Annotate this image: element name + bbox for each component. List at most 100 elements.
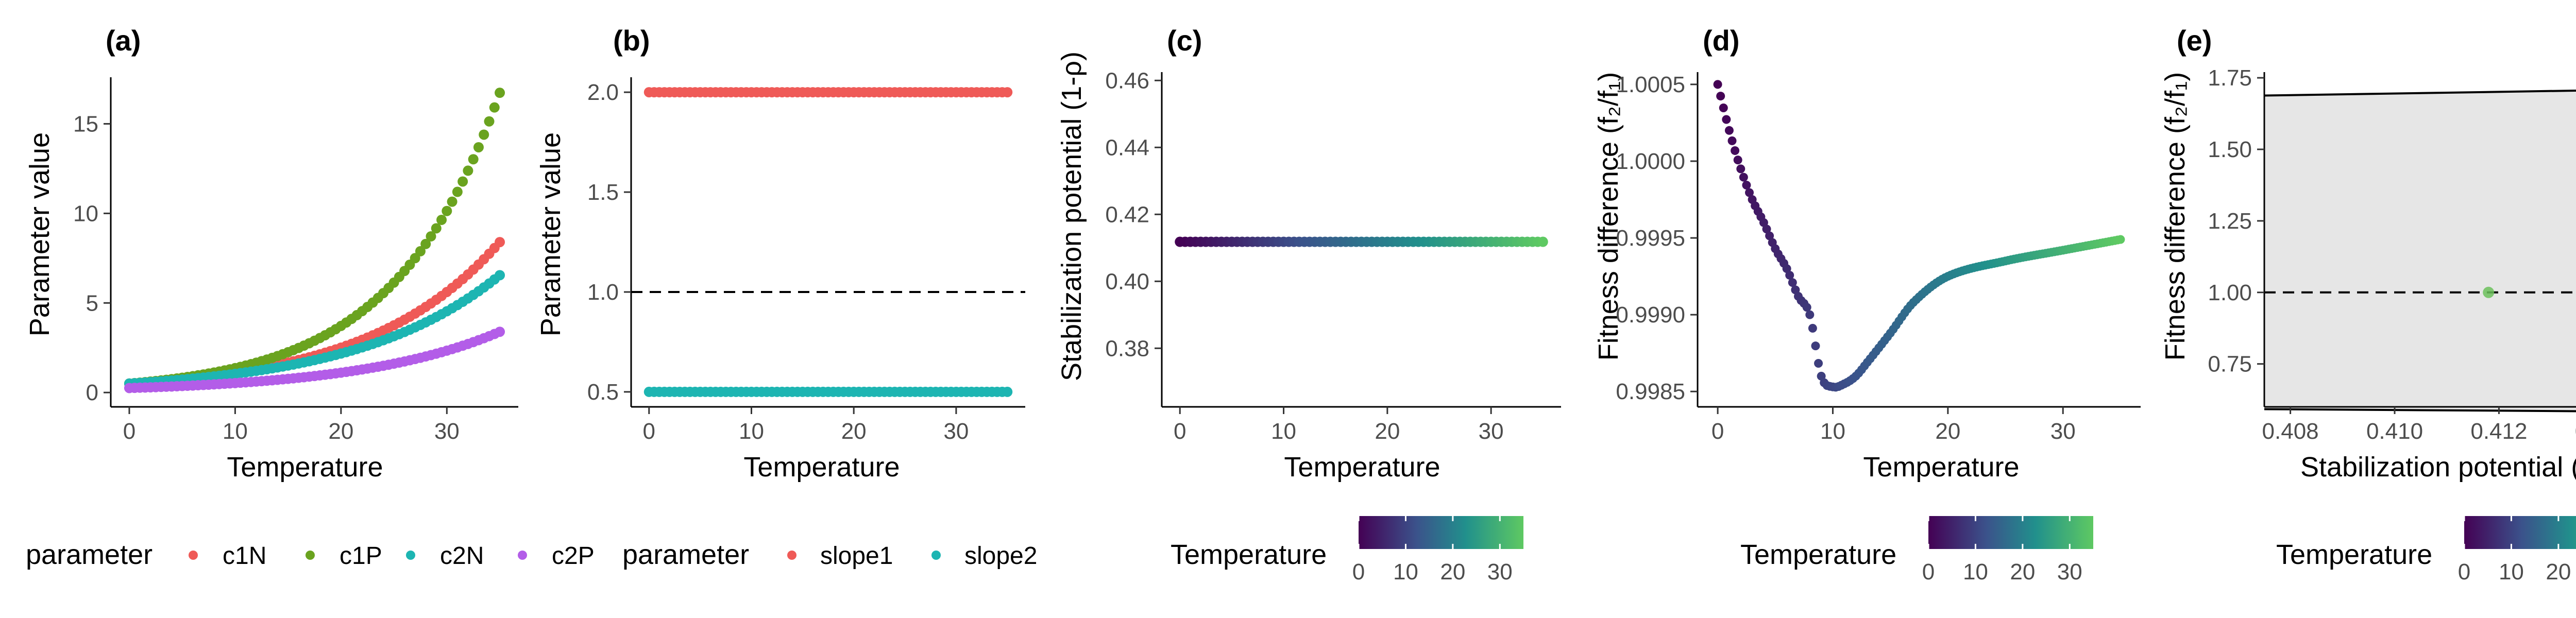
panel-d-point (1714, 80, 1722, 89)
panel-b-chart: 0 10 20 30 0.5 1.0 1.5 2.0 (587, 77, 1025, 444)
panel-d-point (1725, 126, 1734, 135)
panel-d-point (1808, 324, 1817, 333)
panel-d-xlabel: Temperature (1863, 452, 2019, 483)
panel-e-xlabel: Stabilization potential (1-ρ) (2300, 452, 2576, 483)
panel-a-point (436, 215, 447, 225)
panel-d-point (1722, 115, 1731, 124)
panel-e-chart: 0.4080.4100.4120.4140.751.001.251.501.75 (2208, 65, 2576, 444)
panel-c-chart: 0 10 20 30 0.38 0.40 0.42 0.44 0.46 (1105, 68, 1561, 444)
panel-d-tag: (d) (1703, 24, 1740, 57)
panel-a-point (495, 88, 505, 98)
panel-c-xlabel: Temperature (1284, 452, 1440, 483)
panel-d-x-tick-label: 0 (1711, 419, 1724, 444)
panel-e-tag: (e) (2177, 24, 2212, 57)
panel-b-y-tick-label: 1.5 (587, 180, 619, 205)
colorbar-e-tick-label: 20 (2546, 559, 2571, 585)
panel-a-x-tick-label: 20 (328, 419, 353, 444)
panel-a-point (442, 206, 452, 216)
panel-e-y-tick-label: 1.25 (2208, 209, 2252, 234)
panel-e-coexistence-region (2264, 89, 2576, 412)
panel-c-x-tick-label: 20 (1375, 419, 1400, 444)
panel-c-point (1538, 237, 1548, 247)
panel-a-chart: 0 10 20 30051015 (73, 77, 518, 444)
panel-a-series-c1P (124, 88, 505, 389)
panel-a-ylabel: Parameter value (24, 132, 55, 336)
panel-b-tag: (b) (613, 24, 650, 57)
colorbar-e-tick-label: 10 (2499, 559, 2524, 585)
panel-d-point (1731, 146, 1739, 155)
colorbar-d: Temperature 0 10 20 30 (1740, 516, 2093, 585)
panel-d-point (1728, 136, 1737, 145)
panel-e-y-tick-label: 1.50 (2208, 137, 2252, 162)
legend-b-key-slope2 (931, 551, 941, 560)
panel-e-y-tick-label: 0.75 (2208, 352, 2252, 377)
panel-d-x-tick-label: 10 (1820, 419, 1845, 444)
panel-e-x-tick-label: 0.410 (2366, 419, 2423, 444)
colorbar-d-title: Temperature (1740, 539, 1896, 570)
panel-e-point (2483, 287, 2494, 298)
panel-e-x-tick-label: 0.412 (2470, 419, 2527, 444)
panel-a-point (479, 129, 489, 140)
colorbar-d-tick-label: 10 (1963, 559, 1988, 585)
legend-b-label-slope1: slope1 (820, 542, 893, 570)
panel-a-point (447, 197, 457, 207)
colorbar-c-title: Temperature (1171, 539, 1327, 570)
panel-d-point (1814, 359, 1823, 368)
panel-b-series-slope2 (644, 387, 1012, 397)
colorbar-d-gradient (1928, 516, 2093, 549)
panel-d-point (1805, 311, 1814, 319)
panel-b-point (1002, 87, 1012, 97)
panel-b-x-tick-label: 20 (841, 419, 867, 444)
panel-c-y-tick-label: 0.44 (1105, 135, 1149, 160)
panel-d-point (1719, 104, 1728, 112)
panel-c-x-tick-label: 0 (1174, 419, 1186, 444)
panel-b-y-tick-label: 0.5 (587, 380, 619, 405)
panel-c-tag: (c) (1167, 24, 1202, 57)
legend-a-title: parameter (26, 539, 152, 570)
panel-b-x-tick-label: 0 (643, 419, 655, 444)
panel-e-ylabel: Fitness difference (f₂/f₁) (2160, 72, 2191, 360)
panel-a-x-tick-label: 10 (223, 419, 248, 444)
legend-a-key-c1N (189, 551, 198, 560)
panel-d-y-tick-label: 1.0005 (1616, 72, 1685, 97)
panel-b-x-tick-label: 10 (739, 419, 764, 444)
panel-b-y-tick-label: 2.0 (587, 80, 619, 105)
colorbar-c-tick-label: 20 (1440, 559, 1465, 585)
legend-a-label-c2N: c2N (440, 542, 484, 570)
colorbar-d-tick-label: 20 (2010, 559, 2035, 585)
panel-a-y-tick-label: 5 (86, 290, 98, 316)
panel-d-y-tick-label: 0.9990 (1616, 302, 1685, 328)
panel-a-point (484, 116, 495, 127)
panel-c-y-tick-label: 0.38 (1105, 336, 1149, 361)
panel-a-y-tick-label: 15 (73, 111, 98, 136)
panel-a-point (495, 237, 505, 247)
panel-a-point (468, 154, 479, 164)
colorbar-c-tick-label: 0 (1352, 559, 1365, 585)
legend-a-key-c2P (518, 551, 527, 560)
colorbar-c-gradient (1359, 516, 1523, 549)
colorbar-d-tick-label: 30 (2057, 559, 2082, 585)
legend-a-label-c1P: c1P (340, 542, 382, 570)
panel-a-x-tick-label: 30 (434, 419, 460, 444)
panel-c-x-tick-label: 10 (1271, 419, 1296, 444)
panel-a-point (452, 187, 463, 197)
legend-a-key-c2N (406, 551, 415, 560)
panel-c-ylabel: Stabilization potential (1-ρ) (1056, 52, 1087, 381)
panel-b-x-tick-label: 30 (943, 419, 969, 444)
panel-e-x-tick-label: 0.408 (2262, 419, 2319, 444)
panel-d-point (1811, 341, 1820, 350)
panel-d-y-tick-label: 0.9995 (1616, 226, 1685, 251)
colorbar-c-tick-label: 30 (1487, 559, 1513, 585)
panel-c-y-tick-label: 0.40 (1105, 269, 1149, 294)
legend-b-label-slope2: slope2 (964, 542, 1037, 570)
panel-d-y-tick-label: 0.9985 (1616, 379, 1685, 404)
legend-a-key-c1P (306, 551, 315, 560)
colorbar-e-gradient (2464, 516, 2576, 549)
panel-a-point (495, 270, 505, 280)
legend-a-label-c1N: c1N (223, 542, 266, 570)
panel-a-point (463, 165, 473, 176)
panel-a-y-tick-label: 10 (73, 201, 98, 226)
legend-a: parameter c1N c1P c2N c2P (26, 539, 595, 570)
